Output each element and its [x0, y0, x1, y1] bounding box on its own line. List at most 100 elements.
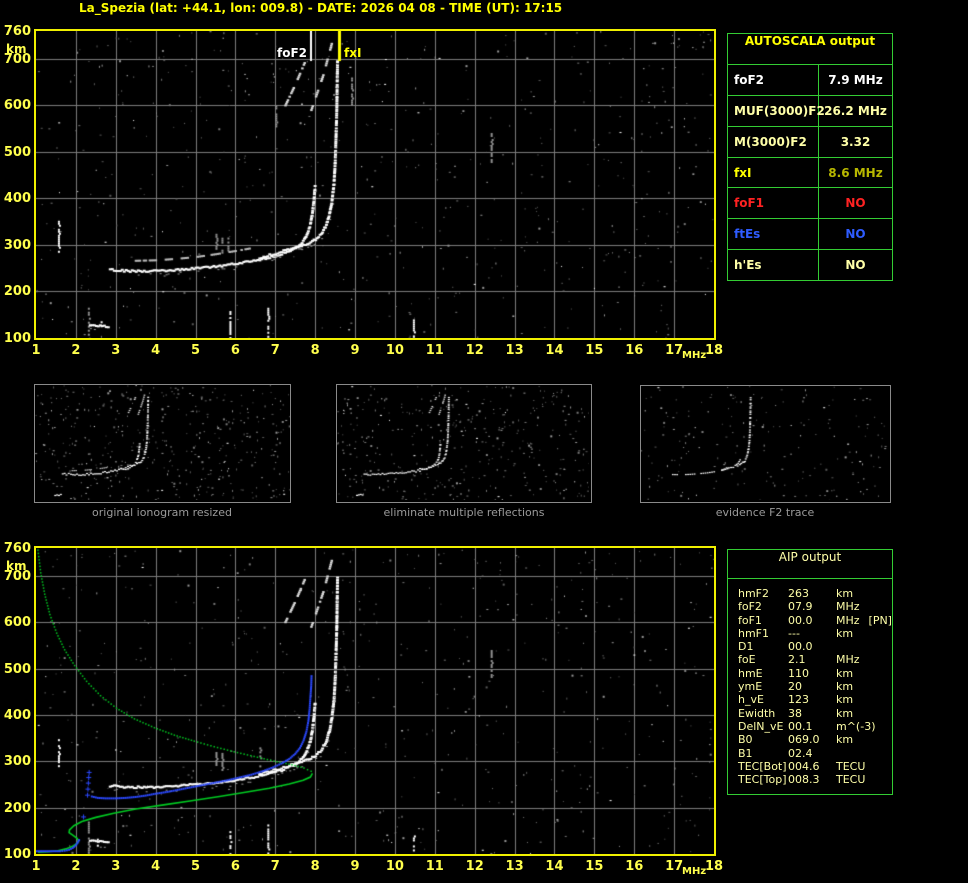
aip-param-value: 00.1 [788, 719, 813, 733]
x-tick-label: 18 [704, 343, 724, 358]
x-tick-label: 11 [425, 859, 444, 874]
autoscala-param-value: 26.2 MHz [824, 103, 887, 118]
aip-param-unit: km [836, 733, 854, 747]
aip-param-name: hmF2 [738, 587, 770, 600]
y-tick-label: 200 [3, 800, 31, 816]
y-tick-label: 600 [3, 615, 31, 631]
autoscala-param-label: fxI [728, 157, 819, 188]
aip-param-name: Ewidth [738, 706, 776, 720]
aip-row: foF1 00.0 MHz [PN] [738, 614, 892, 627]
aip-row: hmE 110 km [738, 667, 892, 680]
autoscala-table-body: foF2 7.9 MHz MUF(3000)F2 26.2 MHz M(3000)F2 3… [728, 65, 892, 281]
aip-param-name: foF2 [738, 600, 762, 614]
x-axis-unit-label: MHz [682, 350, 707, 361]
x-tick-label: 13 [505, 859, 524, 874]
aip-param-name: B1 [738, 746, 753, 760]
x-tick-label: 14 [545, 343, 564, 358]
thumbnail-canvas-f2trace [641, 386, 888, 500]
aip-row: TEC[Top] 008.3 TECU [738, 773, 892, 786]
autoscala-row: ftEs NO [728, 219, 892, 251]
aip-param-value: 00.0 [788, 640, 813, 654]
aip-param-unit: MHz [PN] [836, 613, 892, 627]
x-tick-label: 18 [704, 859, 724, 874]
thumbnail-evidence-f2 [640, 385, 891, 503]
x-tick-label: 14 [545, 859, 564, 874]
ionogram-canvas-top [36, 31, 714, 338]
autoscala-param-label: h'Es [728, 250, 819, 281]
autoscala-param-label: MUF(3000)F2 [728, 95, 825, 126]
aip-table-body: hmF2 263 km foF2 07.9 MHz foF1 00.0 MHz [PN] hmF1… [728, 579, 892, 786]
y-tick-label: 600 [3, 98, 31, 114]
y-tick-label: 300 [3, 754, 31, 770]
y-axis-unit-label: km [6, 559, 27, 573]
aip-param-value: 008.3 [788, 773, 820, 787]
ionogram-plot-bottom [34, 546, 716, 856]
aip-param-value: 069.0 [788, 733, 820, 747]
aip-param-unit: km [836, 666, 854, 680]
x-tick-label: 6 [230, 343, 240, 358]
x-tick-label: 1 [31, 343, 41, 358]
x-tick-label: 10 [385, 343, 404, 358]
aip-param-value: 00.0 [788, 613, 813, 627]
aip-row: hmF1 --- km [738, 627, 892, 640]
aip-param-value: --- [788, 626, 800, 640]
aip-row: TEC[Bot]004.6 TECU [738, 760, 892, 773]
aip-param-unit: km [836, 706, 854, 720]
aip-param-unit: km [836, 680, 854, 694]
y-tick-label: 500 [3, 661, 31, 677]
autoscala-param-value: 7.9 MHz [828, 72, 883, 87]
thumbnail-original-ionogram [34, 384, 291, 503]
autoscala-param-value: NO [845, 227, 866, 242]
autoscala-param-value: 8.6 MHz [828, 165, 883, 180]
aip-output-table: AIP output hmF2 263 km foF2 07.9 MHz foF1 00.0 M… [727, 549, 893, 795]
y-tick-label: 700 [3, 51, 31, 67]
y-tick-label: 100 [3, 331, 31, 346]
aip-param-value: 123 [788, 693, 809, 707]
x-tick-label: 5 [190, 859, 201, 874]
autoscala-param-value: NO [845, 258, 866, 273]
aip-row: D1 00.0 [738, 640, 892, 653]
x-axis-unit-label: MHz [682, 866, 707, 877]
x-tick-label: 10 [385, 859, 404, 874]
aip-param-name: foE [738, 653, 756, 667]
autoscala-param-value: NO [845, 196, 866, 211]
x-tick-label: 5 [190, 343, 201, 358]
x-tick-label: 15 [585, 343, 604, 358]
x-tick-label: 16 [625, 343, 644, 358]
y-tick-label: 700 [3, 568, 31, 584]
aip-param-value: 004.6 [788, 759, 820, 773]
aip-param-name: hmE [738, 666, 763, 680]
aip-row: Ewidth 38 km [738, 707, 892, 720]
x-tick-label: 12 [465, 859, 484, 874]
foF2-marker-label: foF2 [276, 46, 307, 60]
y-tick-label: 300 [3, 237, 31, 253]
x-tick-label: 3 [111, 343, 121, 358]
autoscala-output-table: AUTOSCALA output foF2 7.9 MHz MUF(3000)F2 2… [727, 33, 893, 281]
y-tick-label: 400 [3, 191, 31, 207]
aip-param-unit: m^(-3) [836, 719, 876, 733]
aip-param-unit: MHz [836, 653, 860, 667]
aip-row: hmF2 263 km [738, 587, 892, 600]
x-tick-label: 12 [465, 343, 484, 358]
autoscala-row: fxI 8.6 MHz [728, 157, 892, 189]
x-tick-label: 2 [71, 859, 81, 874]
autoscala-row: h'Es NO [728, 250, 892, 281]
aip-row: B0 069.0 km [738, 733, 892, 746]
y-tick-label: 760 [3, 24, 31, 39]
y-tick-label: 500 [3, 144, 31, 160]
thumbnail-canvas-original [35, 385, 290, 500]
aip-param-name: hmF1 [738, 626, 770, 640]
autoscala-row: M(3000)F2 3.32 [728, 126, 892, 158]
x-tick-label: 13 [505, 343, 524, 358]
x-tick-label: 8 [310, 343, 320, 358]
thumbnail-caption-multiples: eliminate multiple reflections [383, 506, 545, 519]
thumbnail-eliminate-multiples [336, 384, 592, 503]
x-tick-label: 7 [270, 859, 280, 874]
autoscala-row: foF1 NO [728, 188, 892, 220]
aip-row: foF2 07.9 MHz [738, 600, 892, 613]
y-tick-label: 400 [3, 707, 31, 723]
aip-param-unit: TECU [836, 773, 866, 787]
y-tick-label: 760 [3, 541, 31, 556]
x-tick-label: 11 [425, 343, 444, 358]
